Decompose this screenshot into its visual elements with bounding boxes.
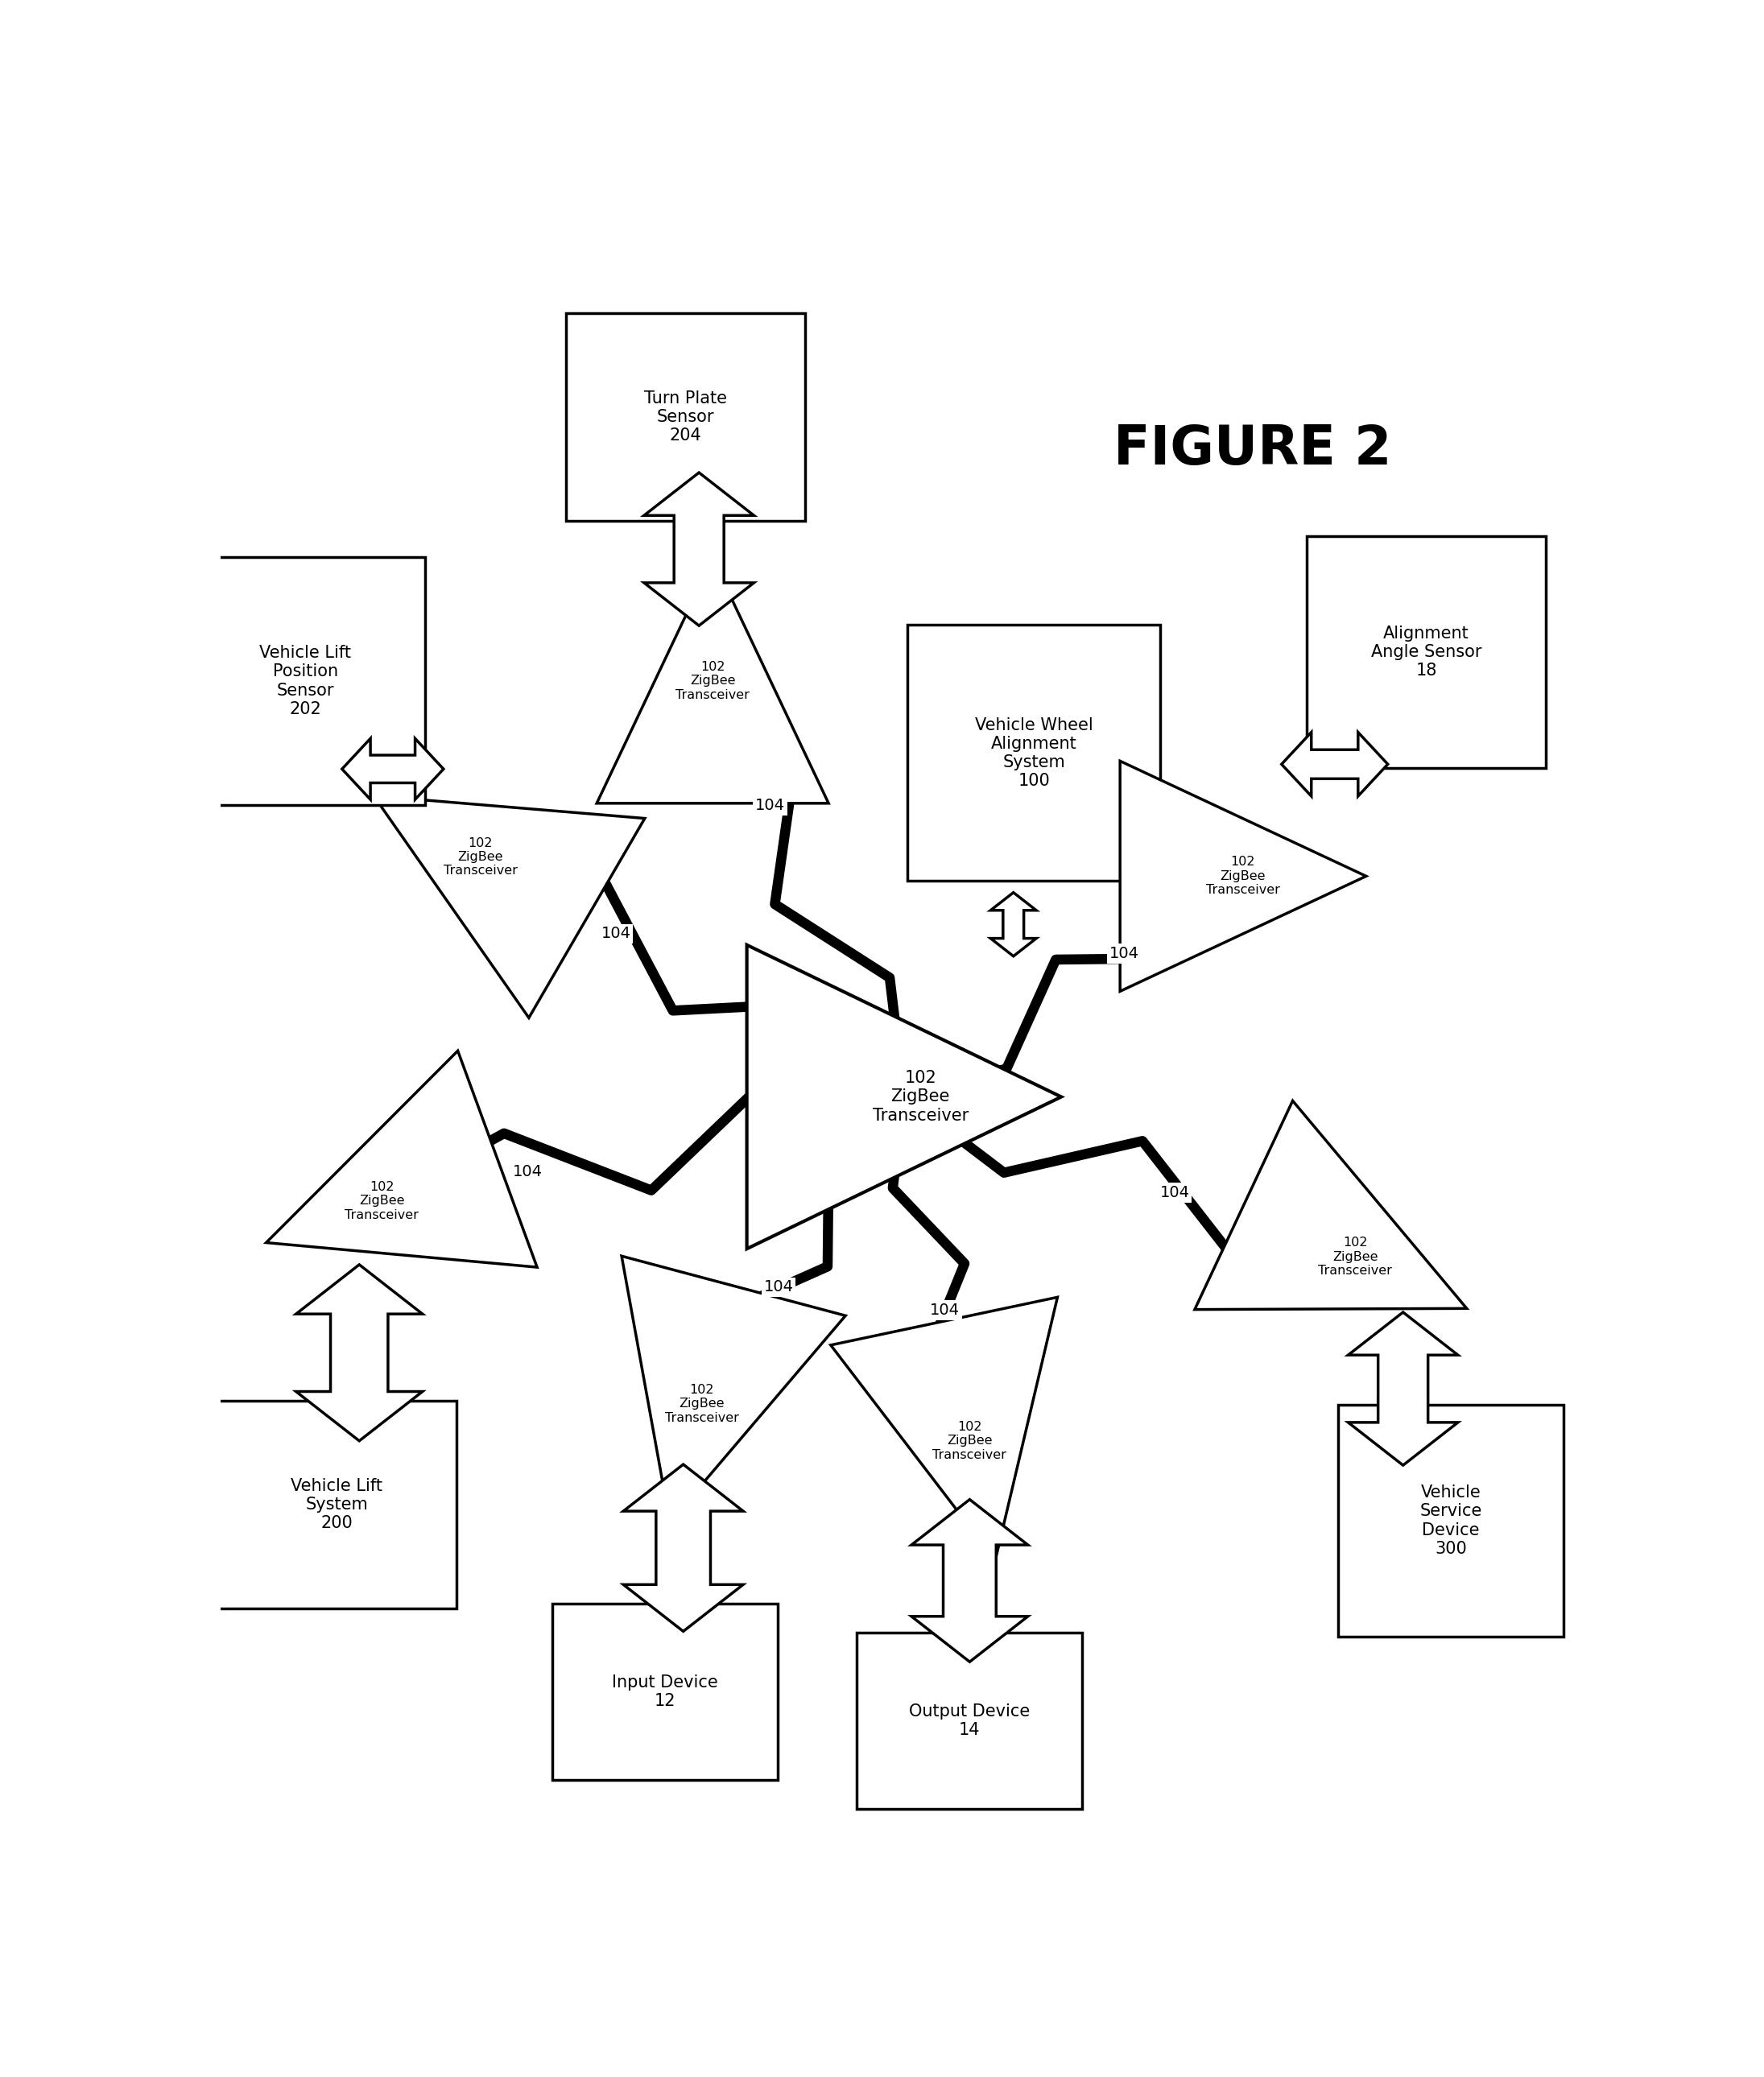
Text: 102
ZigBee
Transceiver: 102 ZigBee Transceiver (1207, 856, 1281, 895)
Text: FIGURE 2: FIGURE 2 (1113, 422, 1392, 476)
Polygon shape (596, 559, 829, 804)
Polygon shape (266, 1051, 536, 1267)
Text: 104: 104 (513, 1163, 543, 1180)
Bar (907, 625, 1161, 881)
Polygon shape (621, 1257, 845, 1522)
Polygon shape (644, 474, 753, 625)
Bar (185, 557, 425, 806)
Text: 102
ZigBee
Transceiver: 102 ZigBee Transceiver (665, 1383, 739, 1425)
Bar (857, 1633, 1083, 1809)
Text: 102
ZigBee
Transceiver: 102 ZigBee Transceiver (676, 660, 750, 702)
Text: 102
ZigBee
Transceiver: 102 ZigBee Transceiver (443, 837, 517, 876)
Bar (566, 314, 804, 521)
Polygon shape (1120, 760, 1365, 991)
Polygon shape (991, 893, 1035, 955)
Polygon shape (1282, 733, 1388, 795)
Polygon shape (342, 739, 443, 800)
Text: Vehicle Lift
Position
Sensor
202: Vehicle Lift Position Sensor 202 (259, 646, 351, 717)
Text: 102
ZigBee
Transceiver: 102 ZigBee Transceiver (1318, 1236, 1392, 1277)
Polygon shape (912, 1500, 1028, 1662)
Text: 104: 104 (602, 926, 632, 941)
Text: 104: 104 (1161, 1186, 1189, 1201)
Polygon shape (1194, 1101, 1466, 1309)
Polygon shape (623, 1464, 743, 1630)
Bar (217, 1400, 457, 1608)
Text: Alignment
Angle Sensor
18: Alignment Angle Sensor 18 (1371, 625, 1482, 679)
Polygon shape (831, 1298, 1057, 1560)
Polygon shape (296, 1265, 423, 1441)
Text: 102
ZigBee
Transceiver: 102 ZigBee Transceiver (933, 1421, 1007, 1460)
Text: Vehicle
Service
Device
300: Vehicle Service Device 300 (1420, 1485, 1482, 1558)
Polygon shape (1348, 1313, 1459, 1464)
Polygon shape (746, 945, 1062, 1248)
Text: Turn Plate
Sensor
204: Turn Plate Sensor 204 (644, 390, 727, 444)
Bar (1339, 1404, 1563, 1637)
Text: 104: 104 (930, 1302, 960, 1317)
Text: Vehicle Wheel
Alignment
System
100: Vehicle Wheel Alignment System 100 (975, 717, 1094, 789)
Bar (552, 1603, 778, 1780)
Text: 102
ZigBee
Transceiver: 102 ZigBee Transceiver (344, 1180, 418, 1221)
Text: 104: 104 (764, 1279, 794, 1294)
Text: Vehicle Lift
System
200: Vehicle Lift System 200 (291, 1479, 383, 1531)
Text: Output Device
14: Output Device 14 (908, 1703, 1030, 1738)
Text: 104: 104 (1110, 945, 1140, 962)
Polygon shape (374, 795, 646, 1018)
Text: 102
ZigBee
Transceiver: 102 ZigBee Transceiver (873, 1070, 968, 1124)
Bar (1307, 536, 1545, 768)
Text: 104: 104 (755, 798, 785, 814)
Text: Input Device
12: Input Device 12 (612, 1674, 718, 1709)
